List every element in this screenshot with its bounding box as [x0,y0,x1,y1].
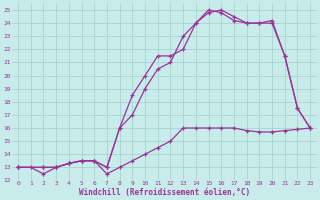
X-axis label: Windchill (Refroidissement éolien,°C): Windchill (Refroidissement éolien,°C) [78,188,250,197]
